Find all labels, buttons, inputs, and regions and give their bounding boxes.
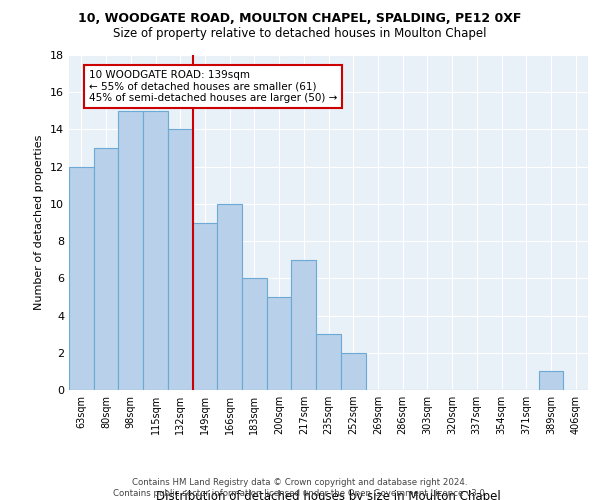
Text: 10, WOODGATE ROAD, MOULTON CHAPEL, SPALDING, PE12 0XF: 10, WOODGATE ROAD, MOULTON CHAPEL, SPALD…	[79, 12, 521, 26]
Text: Contains HM Land Registry data © Crown copyright and database right 2024.
Contai: Contains HM Land Registry data © Crown c…	[113, 478, 487, 498]
Bar	[267, 297, 292, 390]
Bar	[539, 372, 563, 390]
Bar	[193, 222, 217, 390]
Bar	[242, 278, 267, 390]
Bar	[69, 166, 94, 390]
Bar	[143, 111, 168, 390]
Bar	[168, 130, 193, 390]
Bar	[341, 353, 365, 390]
Bar	[118, 111, 143, 390]
Text: Size of property relative to detached houses in Moulton Chapel: Size of property relative to detached ho…	[113, 28, 487, 40]
X-axis label: Distribution of detached houses by size in Moulton Chapel: Distribution of detached houses by size …	[156, 490, 501, 500]
Bar	[94, 148, 118, 390]
Text: 10 WOODGATE ROAD: 139sqm
← 55% of detached houses are smaller (61)
45% of semi-d: 10 WOODGATE ROAD: 139sqm ← 55% of detach…	[89, 70, 337, 103]
Bar	[316, 334, 341, 390]
Bar	[292, 260, 316, 390]
Bar	[217, 204, 242, 390]
Y-axis label: Number of detached properties: Number of detached properties	[34, 135, 44, 310]
